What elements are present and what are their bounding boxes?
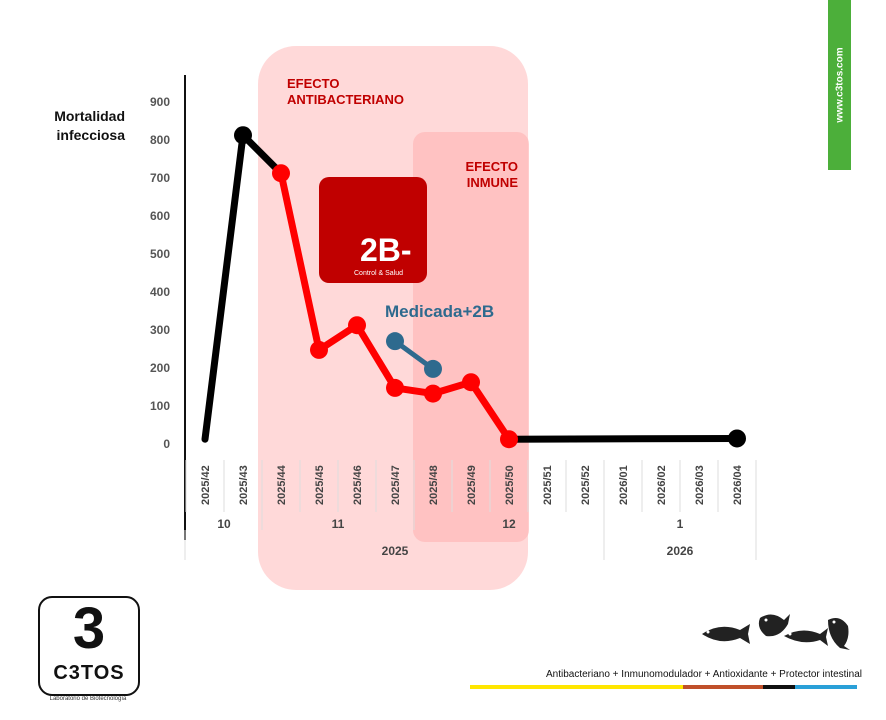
fish-icon: [702, 624, 750, 644]
website-url[interactable]: www.c3tos.com: [834, 47, 845, 123]
x-tick-label: 2025/47: [390, 465, 402, 505]
data-point: [500, 430, 518, 449]
data-point: [234, 126, 252, 145]
month-label: 10: [217, 517, 231, 531]
y-tick-label: 800: [150, 133, 170, 147]
month-label: 1: [677, 517, 684, 531]
data-point: [272, 164, 290, 183]
company-logo: 3 C3TOS: [38, 596, 140, 696]
region-antibacteriano-label: EFECTO: [287, 76, 340, 91]
product-logo-text: 2B-: [360, 232, 412, 268]
fish-icon: [784, 628, 828, 646]
year-label: 2026: [667, 544, 694, 558]
fish-icon: [758, 614, 790, 637]
y-tick-label: 100: [150, 399, 170, 413]
x-tick-label: 2025/43: [238, 465, 250, 505]
x-tick-label: 2025/49: [466, 465, 478, 505]
x-tick-label: 2025/51: [542, 465, 554, 505]
y-tick-label: 400: [150, 285, 170, 299]
y-tick-label: 900: [150, 95, 170, 109]
fish-icon: [828, 618, 850, 650]
logo-mark: 3: [72, 596, 106, 661]
fish-icons: [702, 614, 850, 650]
y-tick-label: 0: [163, 437, 170, 451]
logo-name: C3TOS: [53, 662, 125, 684]
region-inmune-label: INMUNE: [467, 175, 519, 190]
x-tick-label: 2025/52: [580, 465, 592, 505]
x-tick-label: 2026/02: [656, 465, 668, 505]
month-label: 12: [502, 517, 516, 531]
x-tick-label: 2025/46: [352, 465, 364, 505]
x-tick-label: 2025/45: [314, 465, 326, 505]
data-point: [424, 384, 442, 403]
stripe-black: [763, 685, 795, 689]
series-line: [505, 434, 741, 443]
logo-subtitle: Laboratorio de Biotecnología: [49, 696, 127, 702]
data-point: [462, 373, 480, 392]
data-point: [310, 340, 328, 359]
data-point: [424, 359, 442, 378]
x-tick-label: 2026/03: [694, 465, 706, 505]
data-point: [386, 378, 404, 397]
product-logo-subtext: Control & Salud: [354, 270, 404, 277]
data-point: [728, 429, 746, 448]
data-point: [348, 316, 366, 335]
y-tick-label: 700: [150, 171, 170, 185]
y-tick-label: 300: [150, 323, 170, 337]
stripe-brown: [683, 685, 763, 689]
year-label: 2025: [382, 544, 409, 558]
y-axis-title: Mortalidad: [54, 108, 125, 124]
month-label: 11: [332, 517, 345, 531]
region-antibacteriano-label: ANTIBACTERIANO: [287, 92, 404, 107]
y-tick-label: 200: [150, 361, 170, 375]
stripe-blue: [795, 685, 857, 689]
region-inmune: [413, 132, 529, 542]
x-tick-label: 2026/04: [732, 464, 744, 505]
x-tick-label: 2025/42: [200, 465, 212, 505]
x-tick-label: 2026/01: [618, 465, 630, 505]
y-tick-label: 600: [150, 209, 170, 223]
data-point: [386, 332, 404, 351]
website-banner: www.c3tos.com: [828, 0, 851, 170]
series-label-medicada: Medicada+2B: [385, 302, 494, 321]
x-tick-label: 2025/50: [504, 465, 516, 505]
y-tick-label: 500: [150, 247, 170, 261]
region-inmune-label: EFECTO: [466, 159, 519, 174]
product-logo-box: [319, 177, 427, 283]
product-tagline: Antibacteriano + Inmunomodulador + Antio…: [545, 669, 862, 680]
stripe-yellow: [470, 685, 683, 689]
x-tick-label: 2025/48: [428, 465, 440, 505]
y-axis-title: infecciosa: [57, 127, 126, 143]
x-tick-label: 2025/44: [276, 464, 288, 505]
